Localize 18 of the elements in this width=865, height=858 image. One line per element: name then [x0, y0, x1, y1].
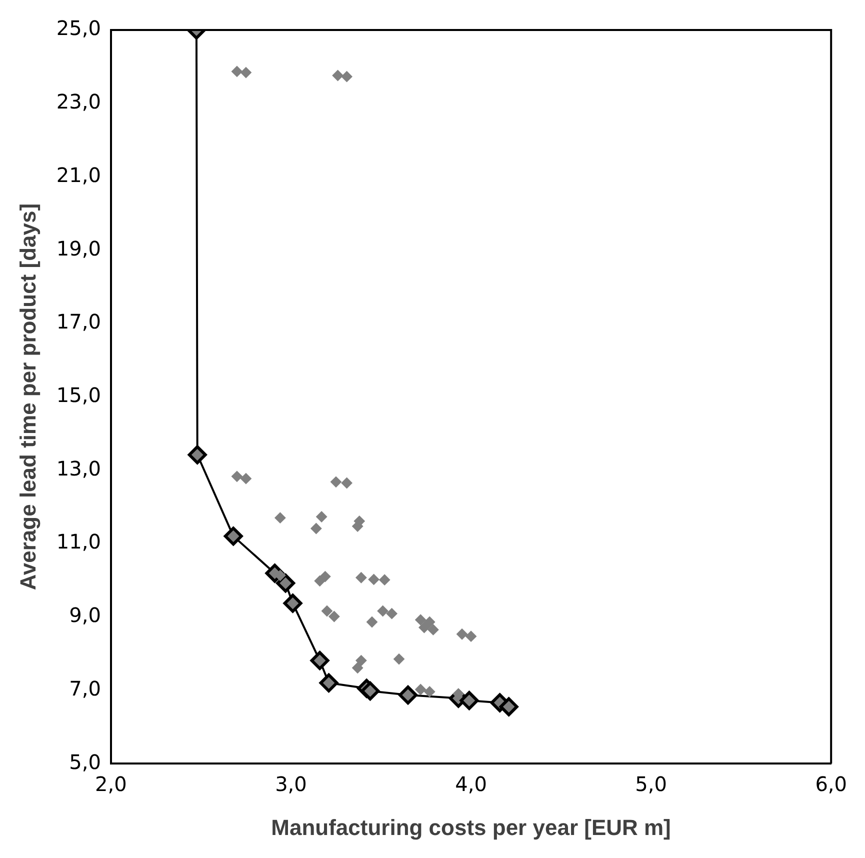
- y-tick-label: 21,0: [56, 162, 101, 187]
- y-tick-label: 17,0: [56, 310, 101, 334]
- y-tick-label: 11,0: [56, 530, 101, 554]
- y-tick-label: 9,0: [69, 603, 101, 628]
- y-tick-label: 13,0: [56, 456, 101, 480]
- y-tick-label: 15,0: [56, 383, 101, 408]
- x-tick-label: 6,0: [815, 772, 848, 796]
- y-tick-label: 23,0: [56, 90, 101, 114]
- x-axis-title: Manufacturing costs per year [EUR m]: [271, 814, 671, 840]
- x-tick-label: 2,0: [95, 772, 127, 796]
- y-tick-label: 7,0: [69, 676, 101, 700]
- x-tick-label: 5,0: [635, 772, 667, 796]
- x-tick-label: 4,0: [455, 772, 487, 796]
- x-tick-label: 3,0: [275, 772, 307, 796]
- y-axis-title: Average lead time per product [days]: [15, 203, 40, 590]
- y-tick-label: 5,0: [69, 750, 101, 774]
- y-tick-label: 25,0: [56, 16, 101, 40]
- y-tick-label: 19,0: [56, 236, 101, 260]
